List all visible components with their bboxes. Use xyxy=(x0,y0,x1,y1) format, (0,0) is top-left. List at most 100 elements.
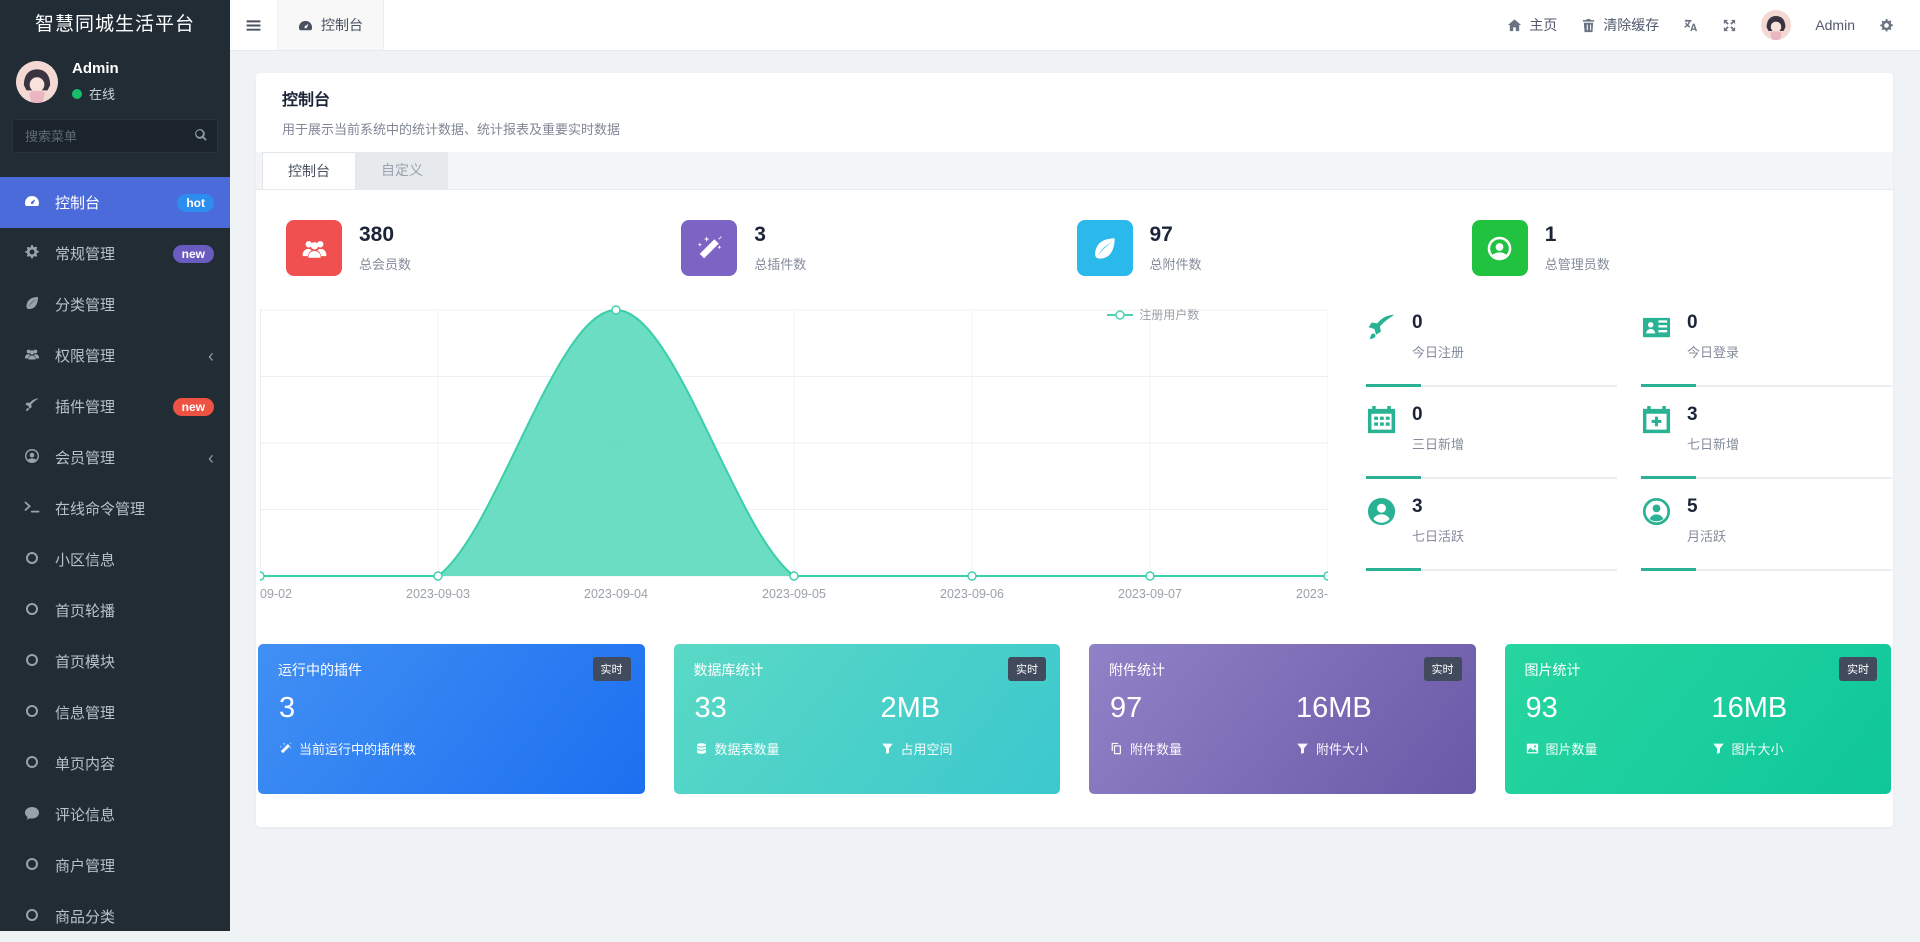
summary-card[interactable]: 图片统计 实时 93 图片数量 16MB 图片大小 xyxy=(1505,644,1892,794)
mini-stat-underline xyxy=(1641,385,1892,387)
language-icon xyxy=(1683,18,1698,33)
stat-tile: 380 总会员数 xyxy=(286,220,681,276)
metric-icon xyxy=(279,741,292,756)
settings-button[interactable] xyxy=(1879,18,1894,33)
user-status: 在线 xyxy=(72,84,119,103)
trash-icon xyxy=(1581,18,1596,33)
menu-item-label: 首页轮播 xyxy=(55,600,115,621)
sidebar-menu-item[interactable]: 控制台 hot xyxy=(0,177,230,228)
clear-cache-button[interactable]: 清除缓存 xyxy=(1581,15,1659,35)
sidebar-menu-item[interactable]: 单页内容 xyxy=(0,738,230,789)
svg-text:2023-09-06: 2023-09-06 xyxy=(940,587,1004,601)
menu-item-icon xyxy=(22,244,42,263)
realtime-badge: 实时 xyxy=(593,657,631,681)
mini-stat-underline xyxy=(1366,477,1617,479)
svg-text:2023-09-05: 2023-09-05 xyxy=(762,587,826,601)
card-metric-primary: 97 附件数量 xyxy=(1110,692,1182,758)
topbar-tab-dashboard[interactable]: 控制台 xyxy=(277,0,384,50)
home-button[interactable]: 主页 xyxy=(1507,15,1557,35)
funnel-icon xyxy=(881,741,894,756)
registered-users-chart[interactable]: 2023-09-022023-09-032023-09-042023-09-05… xyxy=(260,304,1328,610)
fullscreen-icon xyxy=(1722,18,1737,33)
svg-text:2023-09-08: 2023-09-08 xyxy=(1296,587,1328,601)
sidebar-menu-item[interactable]: 权限管理 ‹ xyxy=(0,330,230,381)
svg-text:2023-09-04: 2023-09-04 xyxy=(584,587,648,601)
menu-item-icon xyxy=(22,907,42,926)
mini-stat-icon xyxy=(1641,404,1672,453)
sidebar-menu-item[interactable]: 信息管理 xyxy=(0,687,230,738)
clear-cache-label: 清除缓存 xyxy=(1603,15,1659,35)
fullscreen-button[interactable] xyxy=(1722,18,1737,33)
menu-item-label: 权限管理 xyxy=(55,345,115,366)
summary-card[interactable]: 附件统计 实时 97 附件数量 16MB 附件大小 xyxy=(1089,644,1476,794)
sidebar-menu-item[interactable]: 常规管理 new xyxy=(0,228,230,279)
mini-stat-underline xyxy=(1641,477,1892,479)
search-input[interactable] xyxy=(12,119,218,153)
user-status-label: 在线 xyxy=(89,84,115,103)
topbar-actions: 主页 清除缓存 Admin xyxy=(1507,10,1920,40)
home-icon xyxy=(1507,18,1522,33)
sidebar-menu-item[interactable]: 首页轮播 xyxy=(0,585,230,636)
sidebar-menu-item[interactable]: 商户管理 xyxy=(0,840,230,891)
menu-item-label: 在线命令管理 xyxy=(55,498,145,519)
language-button[interactable] xyxy=(1683,18,1698,33)
stat-value: 3 xyxy=(754,223,806,247)
stat-label: 总附件数 xyxy=(1150,254,1202,273)
topbar-avatar[interactable] xyxy=(1761,10,1791,40)
tab-custom[interactable]: 自定义 xyxy=(356,152,448,189)
sidebar-menu-item[interactable]: 商品分类 xyxy=(0,891,230,942)
search-icon[interactable] xyxy=(193,127,208,144)
topbar-username[interactable]: Admin xyxy=(1815,17,1855,33)
app-title: 智慧同城生活平台 xyxy=(0,0,230,50)
sidebar-menu-item[interactable]: 在线命令管理 xyxy=(0,483,230,534)
topbar-tab-label: 控制台 xyxy=(321,15,363,35)
sidebar-menu-item[interactable]: 评论信息 xyxy=(0,789,230,840)
sidebar: 智慧同城生活平台 Admin 在线 控制台 hot 常规管理 ne xyxy=(0,0,230,931)
stat-tile: 3 总插件数 xyxy=(681,220,1076,276)
sidebar-menu-item[interactable]: 分类管理 xyxy=(0,279,230,330)
mini-stat-value: 3 xyxy=(1687,404,1739,426)
metric-icon xyxy=(695,741,708,756)
mini-stat: 0 三日新增 xyxy=(1366,400,1617,479)
panel-tabs: 控制台 自定义 xyxy=(256,152,1893,190)
mini-stat: 0 今日登录 xyxy=(1641,308,1892,387)
mini-stat-label: 今日登录 xyxy=(1687,342,1739,361)
funnel-icon xyxy=(1296,741,1309,756)
menu-item-icon xyxy=(22,652,42,671)
sidebar-user-panel: Admin 在线 xyxy=(0,50,230,113)
sidebar-menu-item[interactable]: 小区信息 xyxy=(0,534,230,585)
main-content: 控制台 用于展示当前系统中的统计数据、统计报表及重要实时数据 控制台 自定义 3… xyxy=(230,51,1920,931)
mini-stat-underline xyxy=(1366,569,1617,571)
summary-card[interactable]: 运行中的插件 实时 3 当前运行中的插件数 xyxy=(258,644,645,794)
menu-item-label: 分类管理 xyxy=(55,294,115,315)
tab-dashboard[interactable]: 控制台 xyxy=(262,152,356,189)
menu-item-badge: new xyxy=(173,398,214,416)
sidebar-menu-item[interactable]: 会员管理 ‹ xyxy=(0,432,230,483)
chart-legend[interactable]: 注册用户数 xyxy=(1107,306,1199,323)
menu-item-badge: hot xyxy=(177,194,214,212)
menu-item-icon xyxy=(22,346,42,365)
menu-item-icon xyxy=(22,193,42,212)
menu-item-badge: new xyxy=(173,245,214,263)
metric-value: 2MB xyxy=(881,692,953,725)
mini-stat-value: 3 xyxy=(1412,496,1464,518)
summary-card[interactable]: 数据库统计 实时 33 数据表数量 2MB 占用空间 xyxy=(674,644,1061,794)
menu-item-icon xyxy=(22,397,42,416)
mini-stat-icon xyxy=(1641,496,1672,545)
legend-marker-icon xyxy=(1107,310,1133,320)
metric-label: 附件大小 xyxy=(1316,739,1368,758)
metric-value: 3 xyxy=(279,692,416,725)
chevron-left-icon: ‹ xyxy=(208,347,214,365)
card-metric-primary: 3 当前运行中的插件数 xyxy=(279,692,416,758)
metric-label: 图片数量 xyxy=(1546,739,1598,758)
hamburger-menu-icon[interactable] xyxy=(245,17,262,34)
metric-label: 附件数量 xyxy=(1130,739,1182,758)
mini-stat-label: 月活跃 xyxy=(1687,526,1726,545)
stat-value: 97 xyxy=(1150,223,1202,247)
user-avatar[interactable] xyxy=(16,61,58,103)
sidebar-menu-item[interactable]: 首页模块 xyxy=(0,636,230,687)
sidebar-menu-item[interactable]: 插件管理 new xyxy=(0,381,230,432)
stat-tile: 1 总管理员数 xyxy=(1472,220,1867,276)
stat-label: 总管理员数 xyxy=(1545,254,1610,273)
metric-label: 数据表数量 xyxy=(715,739,780,758)
